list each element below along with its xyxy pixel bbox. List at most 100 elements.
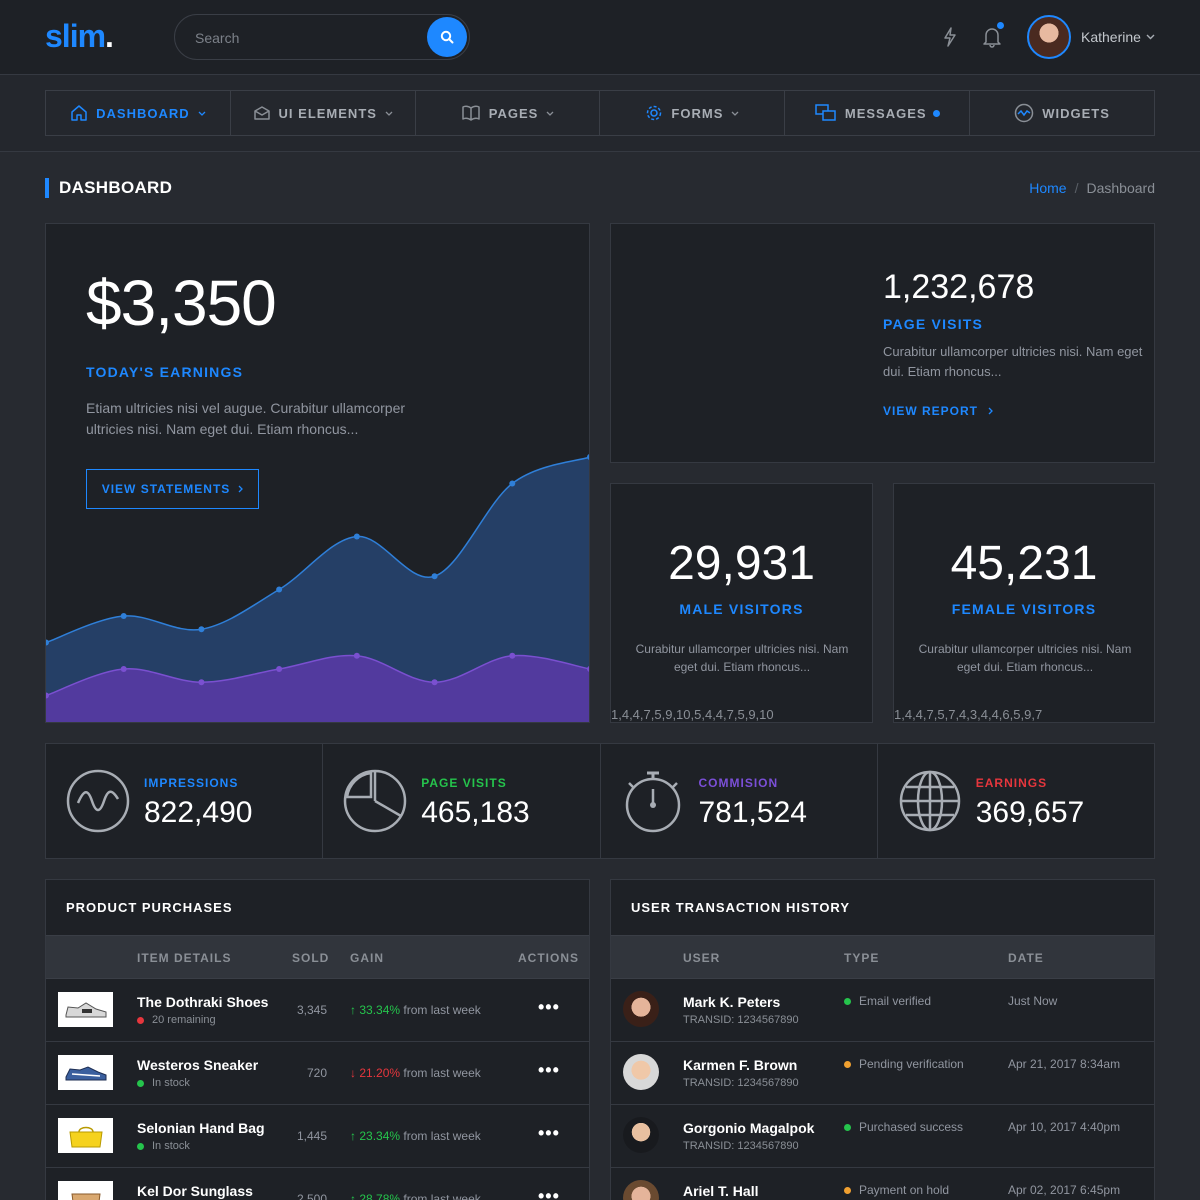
user-name[interactable]: Ariel T. Hall [683,1183,759,1199]
product-sold: 1,445 [296,1129,327,1143]
product-gain: ↓ 21.20% from last week [350,1066,481,1080]
stat-page-visits: PAGE VISITS 465,183 [323,744,601,858]
male-visitors-label: MALE VISITORS [679,601,804,617]
product-name[interactable]: Kel Dor Sunglass [137,1183,253,1199]
sneaker-icon [65,1065,106,1080]
female-visitors-number: 45,231 [950,537,1098,590]
type-dot [844,997,851,1005]
nav-label: FORMS [671,105,724,121]
transaction-id: TRANSID: 1234567890 [683,1140,799,1152]
user-name[interactable]: Karmen F. Brown [683,1057,798,1073]
series-line-1 [46,654,589,697]
nav-item-pages[interactable]: PAGES [416,91,601,135]
transaction-type: Purchased success [844,1120,963,1134]
data-point-1-4 [353,652,360,659]
nav-item-forms[interactable]: FORMS [600,91,786,135]
table-row: Karmen F. Brown TRANSID: 1234567890 Pend… [611,1042,1154,1105]
stat-earnings: EARNINGS 369,657 [878,744,1154,858]
activity-button[interactable] [938,24,962,50]
more-actions-button[interactable]: ••• [538,1123,560,1143]
data-point-0-2 [198,626,205,633]
user-name[interactable]: Gorgonio Magalpok [683,1120,815,1136]
message-badge-dot [932,109,940,117]
page-visits-description: Curabitur ullamcorper ultricies nisi. Na… [883,344,1143,379]
product-name[interactable]: Selonian Hand Bag [137,1120,265,1136]
earnings-label: TODAY'S EARNINGS [86,364,244,380]
data-point-1-6 [509,652,516,659]
stat-value: 781,524 [698,796,807,829]
view-report-label: VIEW REPORT [883,404,979,418]
transaction-type: Pending verification [844,1057,964,1071]
breadcrumb-home[interactable]: Home [1029,180,1067,196]
table-row: Westeros Sneaker In stock 720 ↓ 21.20% f… [46,1042,589,1105]
stat-label: COMMISION [698,776,779,790]
more-actions-button[interactable]: ••• [538,1060,560,1080]
stat-value: 465,183 [421,796,530,829]
data-point-0-3 [276,586,283,593]
product-sold: 3,345 [296,1003,327,1017]
data-point-0-4 [353,533,360,540]
data-point-0-6 [509,480,516,487]
transaction-date: Apr 10, 2017 4:40pm [1008,1120,1121,1134]
chevron-down-icon [1146,34,1155,40]
table-row: Ariel T. Hall Payment on hold Apr 02, 20… [611,1168,1154,1200]
nav-label: MESSAGES [844,105,927,121]
page-visits-label: PAGE VISITS [883,316,984,332]
column-header: ITEM DETAILS [137,951,232,965]
chevron-right-icon [988,407,994,415]
gain-suffix: from last week [403,1066,481,1080]
stat-value: 822,490 [144,796,253,829]
data-point-0-0 [46,639,49,646]
stock-label: 20 remaining [152,1014,216,1026]
product-gain: ↑ 28.78% from last week [350,1192,481,1200]
male-visitors-sparkline-data: 1,4,4,7,5,9,10,5,4,4,7,5,9,10 [611,707,774,722]
table-row: Kel Dor Sunglass 2,500 ↑ 28.78% from las… [46,1168,589,1200]
globe-icon [899,770,960,832]
earnings-description: Etiam ultricies nisi vel augue. Curabitu… [86,400,406,437]
search-button[interactable] [427,17,467,57]
type-label: Purchased success [859,1120,964,1134]
product-stock: In stock [137,1140,190,1152]
gain-arrow: ↑ [350,1129,356,1143]
notifications-button[interactable] [980,22,1004,50]
avatar [623,1054,659,1090]
stat-label: IMPRESSIONS [144,776,239,790]
user-name[interactable]: Mark K. Peters [683,994,781,1010]
stock-dot [137,1016,144,1024]
more-actions-button[interactable]: ••• [538,997,560,1017]
data-point-0-1 [120,613,127,619]
user-menu[interactable]: Katherine [1027,15,1155,59]
nav-item-widgets[interactable]: WIDGETS [970,91,1154,135]
main-nav: DASHBOARD UI ELEMENTS PAGES FORMS MESSAG… [45,90,1155,136]
stat-value: 369,657 [975,796,1085,829]
table-header: USER TYPE DATE [611,935,1154,979]
transaction-type: Payment on hold [844,1183,949,1197]
page-title: DASHBOARD [45,178,172,198]
type-label: Email verified [859,994,932,1008]
stock-dot [137,1079,144,1087]
more-actions-button[interactable]: ••• [538,1186,560,1200]
chevron-down-icon [731,111,739,116]
table-header: ITEM DETAILS SOLD GAIN ACTIONS [46,935,589,979]
breadcrumb: Home / Dashboard [1029,180,1155,196]
lightning-icon [944,27,956,47]
chevron-down-icon [385,111,393,116]
product-name[interactable]: Westeros Sneaker [137,1057,259,1073]
search-input[interactable] [195,27,415,49]
transaction-id: TRANSID: 1234567890 [683,1077,799,1089]
series-area-1 [46,655,589,722]
product-image [58,1118,113,1153]
product-name[interactable]: The Dothraki Shoes [137,994,269,1010]
table-row: Gorgonio Magalpok TRANSID: 1234567890 Pu… [611,1105,1154,1168]
nav-item-dashboard[interactable]: DASHBOARD [46,91,231,135]
logo[interactable]: slim. [45,18,120,55]
type-label: Payment on hold [859,1183,950,1197]
view-statements-button[interactable]: VIEW STATEMENTS [86,469,259,509]
top-bar: slim. Katherine [0,0,1200,75]
card-title: USER TRANSACTION HISTORY [631,900,851,915]
product-purchases-card: PRODUCT PURCHASES ITEM DETAILS SOLD GAIN… [45,879,590,1200]
view-report-link[interactable]: VIEW REPORT [883,404,994,418]
nav-item-messages[interactable]: MESSAGES [785,91,971,135]
breadcrumb-separator: / [1074,180,1079,196]
nav-item-ui-elements[interactable]: UI ELEMENTS [231,91,416,135]
